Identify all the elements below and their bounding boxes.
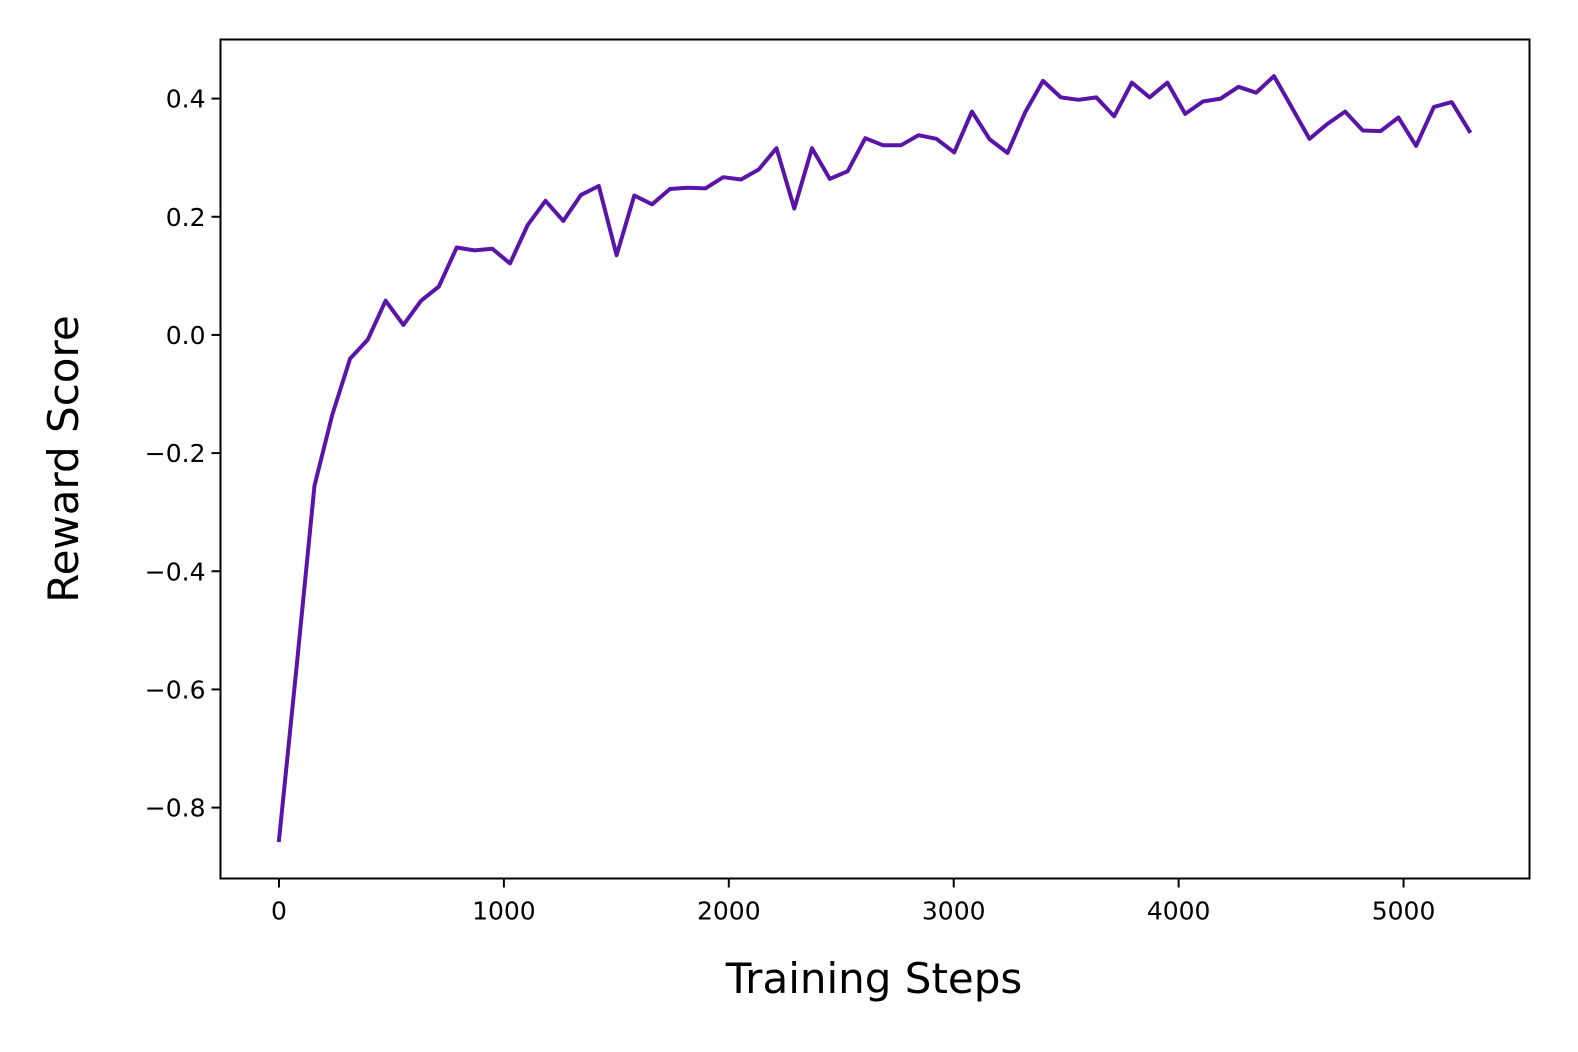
data-point bbox=[580, 193, 583, 196]
data-point bbox=[1361, 129, 1364, 132]
data-point bbox=[1344, 110, 1347, 113]
data-point bbox=[811, 147, 814, 150]
series-line bbox=[276, 74, 1473, 843]
x-tick-label: 2000 bbox=[697, 897, 761, 926]
data-point bbox=[1059, 96, 1062, 99]
data-point bbox=[1468, 130, 1471, 133]
data-point bbox=[1166, 81, 1169, 84]
data-point bbox=[1255, 91, 1258, 94]
y-tick-label: −0.8 bbox=[145, 794, 206, 823]
data-point bbox=[509, 262, 512, 265]
data-point bbox=[1379, 130, 1382, 133]
x-axis-label: Training Steps bbox=[725, 954, 1023, 1003]
x-tick-label: 1000 bbox=[472, 897, 536, 926]
data-point bbox=[615, 254, 618, 257]
data-point bbox=[686, 186, 689, 189]
y-tick-label: 0.2 bbox=[166, 203, 206, 232]
data-point bbox=[864, 137, 867, 140]
data-point bbox=[313, 484, 316, 487]
data-point bbox=[846, 170, 849, 173]
data-point bbox=[544, 199, 547, 202]
y-tick-label: −0.4 bbox=[145, 557, 206, 586]
x-tick-label: 4000 bbox=[1147, 897, 1211, 926]
x-tick-label: 0 bbox=[271, 897, 287, 926]
data-point bbox=[1006, 151, 1009, 154]
data-point bbox=[1432, 105, 1435, 108]
data-point bbox=[366, 338, 369, 341]
y-axis-label: Reward Score bbox=[39, 315, 88, 602]
data-point bbox=[1113, 115, 1116, 118]
data-point bbox=[384, 299, 387, 302]
data-point bbox=[1042, 79, 1045, 82]
data-point bbox=[1201, 100, 1204, 103]
data-point bbox=[1290, 106, 1293, 109]
data-point bbox=[1024, 111, 1027, 114]
data-point bbox=[651, 203, 654, 206]
y-tick-label: 0.0 bbox=[166, 321, 206, 350]
data-point bbox=[1237, 85, 1240, 88]
data-point bbox=[473, 249, 476, 252]
data-point bbox=[793, 207, 796, 210]
data-point bbox=[917, 134, 920, 137]
data-point bbox=[740, 178, 743, 181]
data-point bbox=[437, 285, 440, 288]
data-point bbox=[899, 144, 902, 147]
data-point bbox=[402, 323, 405, 326]
data-point bbox=[1450, 101, 1453, 104]
data-point bbox=[491, 247, 494, 250]
data-point bbox=[1148, 96, 1151, 99]
data-point bbox=[331, 413, 334, 416]
data-point bbox=[668, 188, 671, 191]
data-point bbox=[455, 246, 458, 249]
y-tick-label: 0.4 bbox=[166, 85, 206, 114]
data-point bbox=[526, 224, 529, 227]
data-point bbox=[828, 177, 831, 180]
plot-frame bbox=[219, 38, 1531, 880]
data-point bbox=[757, 168, 760, 171]
data-point bbox=[420, 299, 423, 302]
data-point bbox=[278, 839, 281, 842]
data-point bbox=[1326, 123, 1329, 126]
data-point bbox=[882, 144, 885, 147]
x-tick-label: 5000 bbox=[1372, 897, 1436, 926]
data-point bbox=[1077, 98, 1080, 101]
data-point bbox=[775, 147, 778, 150]
x-tick-label: 3000 bbox=[922, 897, 986, 926]
data-point bbox=[722, 176, 725, 179]
data-point bbox=[1095, 96, 1098, 99]
data-point bbox=[1130, 81, 1133, 84]
data-point bbox=[988, 138, 991, 141]
data-point bbox=[1184, 112, 1187, 115]
series-layer bbox=[276, 74, 1473, 843]
data-point bbox=[970, 110, 973, 113]
data-point bbox=[295, 664, 298, 667]
data-point bbox=[562, 219, 565, 222]
data-point bbox=[1219, 97, 1222, 100]
data-point bbox=[953, 151, 956, 154]
data-point bbox=[704, 187, 707, 190]
y-tick-label: −0.2 bbox=[145, 439, 206, 468]
data-point bbox=[1415, 144, 1418, 147]
y-tick-label: −0.6 bbox=[145, 675, 206, 704]
data-point bbox=[1397, 116, 1400, 119]
data-point bbox=[1308, 137, 1311, 140]
data-point bbox=[935, 137, 938, 140]
data-point bbox=[597, 185, 600, 188]
data-point bbox=[349, 357, 352, 360]
data-point bbox=[1273, 75, 1276, 78]
data-point bbox=[633, 194, 636, 197]
axis-ticks: 0 1000 2000 3000 4000 5000 −0.8 −0.6 −0.4 −0.2 0.0… bbox=[145, 85, 1436, 926]
